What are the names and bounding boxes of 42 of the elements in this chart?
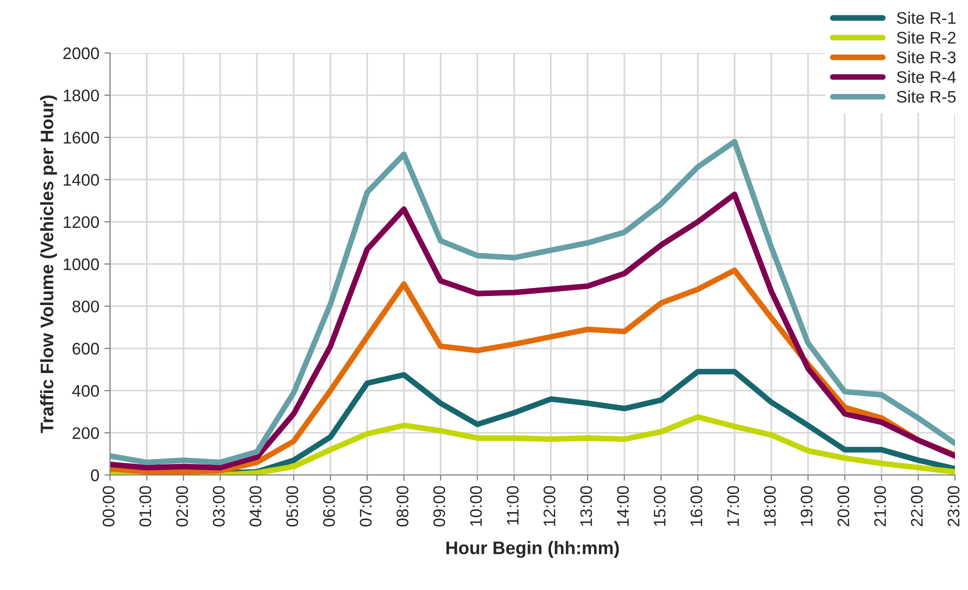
x-tick-label: 12:00 — [544, 486, 556, 526]
x-tick-label: 14:00 — [617, 486, 629, 526]
x-axis-title: Hour Begin (hh:mm) — [446, 541, 619, 558]
x-tick-label: 06:00 — [323, 486, 335, 526]
y-tick-label: 1200 — [64, 216, 99, 228]
x-tick-label: 18:00 — [764, 486, 776, 526]
x-tick-label: 00:00 — [102, 486, 114, 526]
x-tick-label: 20:00 — [837, 486, 850, 526]
y-tick-label: 1400 — [64, 174, 99, 186]
y-tick-label: 200 — [72, 427, 99, 440]
x-tick-label: 11:00 — [506, 486, 519, 525]
legend-label: Site R-5 — [896, 90, 956, 103]
legend-label: Site R-1 — [896, 12, 956, 24]
x-tick-label: 03:00 — [212, 486, 225, 526]
x-tick-label: 22:00 — [910, 486, 923, 526]
x-tick-label: 07:00 — [360, 486, 372, 526]
x-tick-label: 19:00 — [800, 486, 813, 526]
x-tick-label: 23:00 — [948, 486, 960, 526]
x-tick-label: 02:00 — [176, 486, 188, 526]
y-tick-label: 2000 — [63, 47, 99, 60]
y-tick-label: 800 — [72, 300, 99, 312]
x-tick-label: 05:00 — [286, 486, 298, 526]
y-tick-label: 400 — [72, 385, 99, 397]
y-tick-label: 1000 — [64, 258, 99, 270]
x-tick-label: 09:00 — [433, 486, 446, 526]
legend-label: Site R-4 — [896, 70, 956, 84]
x-tick-label: 17:00 — [727, 486, 740, 526]
x-tick-label: 01:00 — [139, 486, 152, 526]
x-tick-label: 21:00 — [874, 486, 886, 526]
y-tick-label: 0 — [90, 469, 99, 482]
legend-label: Site R-3 — [896, 51, 956, 64]
y-tick-label: 600 — [72, 342, 99, 355]
y-tick-label: 1600 — [64, 132, 99, 144]
x-tick-label: 10:00 — [470, 486, 482, 526]
y-axis-title: Traffic Flow Volume (Vehicles per Hour) — [40, 95, 57, 434]
x-tick-label: 08:00 — [396, 486, 408, 526]
y-tick-label: 1800 — [64, 90, 99, 102]
x-tick-label: 04:00 — [250, 486, 262, 526]
x-tick-label: 13:00 — [580, 486, 592, 526]
legend-label: Site R-2 — [896, 31, 956, 44]
x-tick-label: 16:00 — [690, 486, 702, 526]
x-tick-label: 15:00 — [654, 486, 666, 526]
